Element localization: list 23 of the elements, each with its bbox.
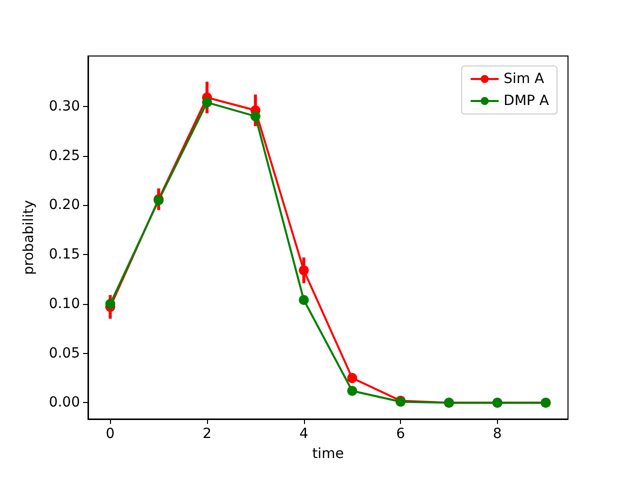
- point: [202, 97, 212, 108]
- point: [250, 111, 260, 122]
- y-tick-label: 0.05: [48, 345, 80, 362]
- y-tick-label: 0.25: [48, 148, 80, 164]
- legend-label: DMP A: [504, 93, 550, 109]
- x-tick-label: 8: [492, 426, 502, 442]
- x-tick-label: 4: [299, 426, 308, 442]
- legend-label: Sim A: [504, 71, 545, 87]
- x-tick-label: 6: [396, 426, 406, 442]
- point: [105, 298, 116, 309]
- y-tick-label: 0.20: [48, 197, 80, 214]
- y-tick-label: 0.15: [48, 246, 80, 263]
- y-tick-label: 0.00: [48, 394, 80, 411]
- point: [347, 373, 358, 384]
- y-tick-label: 0.30: [48, 98, 80, 114]
- point: [298, 265, 309, 276]
- x-tick-label: 0: [106, 426, 115, 442]
- y-axis-title: probability: [21, 200, 37, 275]
- x-tick-label: 2: [202, 426, 212, 442]
- point: [298, 294, 309, 305]
- point: [347, 386, 358, 396]
- y-tick-label: 0.10: [48, 296, 80, 312]
- x-axis-title: time: [312, 446, 344, 462]
